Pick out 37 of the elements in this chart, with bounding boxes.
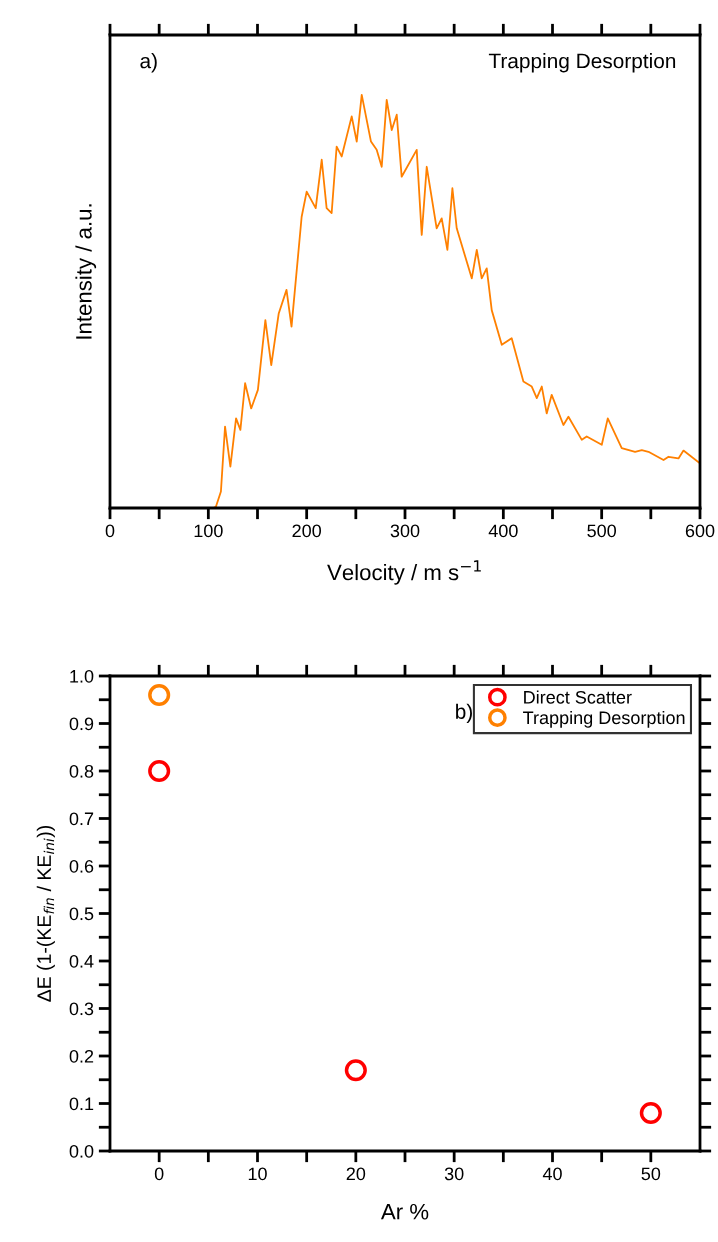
x-tick-label: 0 — [105, 524, 115, 538]
x-tick-label: 300 — [390, 524, 420, 538]
x-tick-label: 100 — [194, 524, 223, 538]
y-tick-label: 0.1 — [69, 1097, 94, 1111]
x-tick-label: 10 — [248, 1167, 267, 1181]
x-tick-label: 30 — [444, 1167, 464, 1181]
y-tick-label: 0.9 — [69, 717, 94, 731]
y-tick-label: 0.6 — [69, 859, 94, 873]
y-tick-label: 0.0 — [69, 1144, 94, 1158]
y-axis-title: Intensity / a.u. — [75, 204, 97, 339]
x-tick-label: 600 — [685, 524, 715, 538]
x-axis-title: Velocity / m s$^{−1}$ — [327, 560, 481, 585]
annotation: b) — [456, 703, 472, 724]
y-tick-label: 0.7 — [69, 812, 94, 826]
point — [344, 1059, 367, 1082]
x-axis-title: Ar % — [380, 1203, 429, 1220]
y-axis-title: ΔE (1-(KE$_{fin}$ / KE$_{ini}$)) — [36, 826, 55, 1002]
y-tick-label: 0.8 — [69, 764, 94, 778]
legend-label: Direct Scatter — [524, 690, 632, 704]
x-tick-label: 50 — [641, 1167, 661, 1181]
x-tick-label: 40 — [542, 1167, 562, 1181]
x-tick-label: 500 — [587, 524, 617, 538]
x-tick-label: 20 — [346, 1167, 366, 1181]
y-tick-label: 1.0 — [70, 669, 94, 683]
x-tick-label: 0 — [154, 1167, 164, 1181]
y-tick-label: 0.3 — [69, 1002, 94, 1016]
text: Trapping Desorption — [488, 53, 676, 73]
y-tick-label: 0.2 — [69, 1049, 94, 1063]
legend-label: Trapping Desorption — [523, 710, 685, 728]
y-tick-label: 0.5 — [69, 907, 94, 921]
x-tick-label: 400 — [488, 524, 518, 538]
point — [148, 759, 171, 783]
x-tick-label: 200 — [292, 524, 322, 538]
y-tick-label: 0.4 — [69, 954, 94, 968]
point — [639, 1101, 662, 1125]
point — [148, 683, 171, 707]
text: a) — [140, 53, 157, 73]
